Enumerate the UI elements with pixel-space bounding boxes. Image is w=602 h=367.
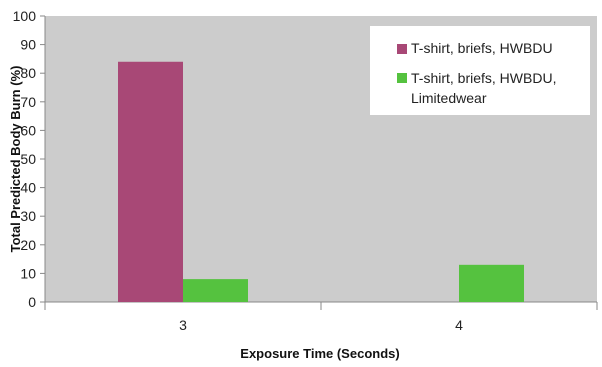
x-tick-label: 4	[455, 317, 463, 333]
legend-label-series-2-line-1: T-shirt, briefs, HWBDU,	[411, 70, 556, 86]
bar-series-2-cat-4	[459, 264, 524, 302]
y-tick-label: 100	[13, 8, 37, 24]
y-tick-label: 30	[20, 208, 36, 224]
y-tick-label: 20	[20, 237, 36, 253]
y-axis-title: Total Predicted Body Burn (%)	[8, 66, 23, 253]
x-axis-title: Exposure Time (Seconds)	[240, 346, 399, 361]
y-axis: 0 10 20 30 40 50 60 70 80 90 100	[13, 8, 46, 310]
bar-series-2-cat-3	[183, 279, 248, 302]
y-tick-label: 90	[20, 37, 36, 53]
y-tick-label: 70	[20, 94, 36, 110]
bar-series-1-cat-3	[118, 61, 183, 303]
legend-swatch-series-1	[397, 44, 407, 54]
y-tick-label: 0	[28, 294, 36, 310]
y-tick-label: 10	[20, 265, 36, 281]
bars	[118, 61, 524, 303]
legend-label-series-1: T-shirt, briefs, HWBDU	[411, 40, 553, 56]
legend-label-series-2-line-2: Limitedwear	[411, 90, 487, 106]
legend-box	[370, 26, 590, 115]
legend: T-shirt, briefs, HWBDU T-shirt, briefs, …	[370, 26, 590, 115]
y-tick-label: 40	[20, 180, 36, 196]
legend-swatch-series-2	[397, 73, 407, 83]
y-tick-label: 80	[20, 65, 36, 81]
y-tick-label: 60	[20, 122, 36, 138]
x-tick-label: 3	[179, 317, 187, 333]
y-tick-label: 50	[20, 151, 36, 167]
